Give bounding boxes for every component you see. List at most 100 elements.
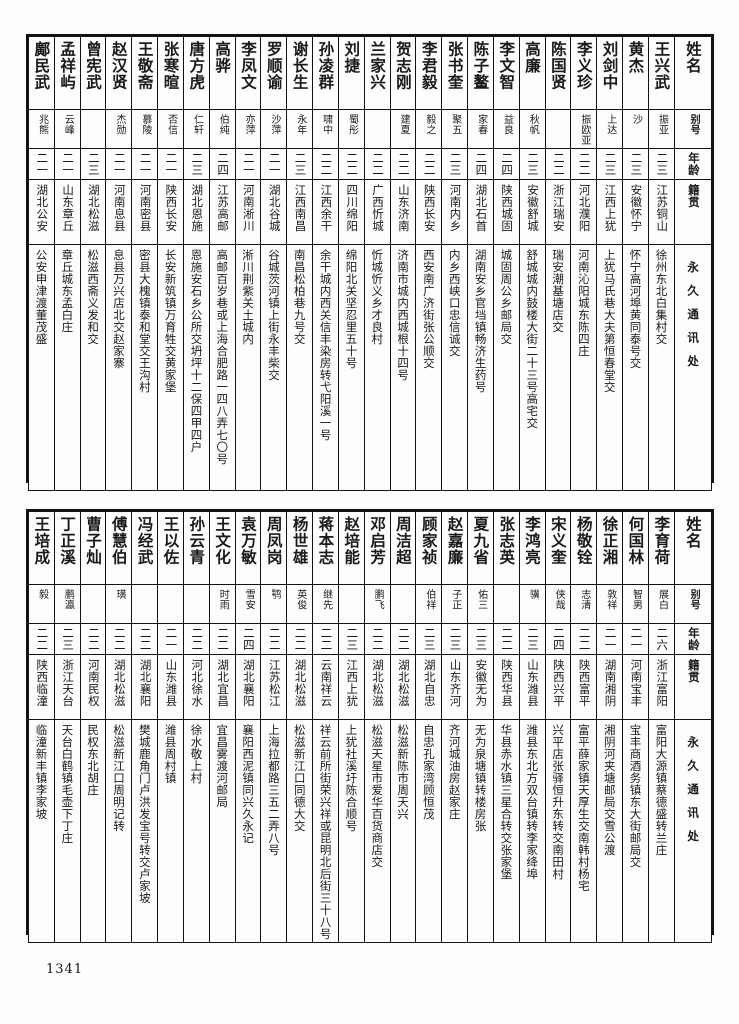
cell-address-text: 息县万兴店北交赵家寨 [111, 249, 126, 369]
cell-alias-text: 继先 [320, 589, 332, 610]
cell-address: 祥云前所街荣兴祥或昆明北后街三十八号 [312, 719, 339, 943]
cell-alias: 振欧亚 [570, 109, 598, 149]
cell-address-text: 恩施安石乡公所交坍坪十二保四甲四户 [189, 249, 204, 453]
cell-origin: 江西南昌 [286, 179, 314, 245]
cell-address: 西安南广济街张公顺交 [415, 244, 443, 491]
cell-address: 湘阴河夹塘邮局交雪公渡 [596, 719, 624, 943]
cell-alias: 子正 [441, 584, 469, 624]
cell-origin-text: 湖北松滋 [112, 659, 127, 707]
cell-address: 淅川荆紫关土城内 [234, 244, 262, 491]
cell-name-text: 丁正溪 [58, 516, 78, 566]
cell-origin-text: 湖北松滋 [86, 184, 101, 232]
cell-alias-text: 智男 [630, 589, 642, 610]
cell-name-text: 赵汉贤 [109, 41, 129, 91]
column-header-age-text: 年龄 [686, 627, 701, 651]
cell-origin-text: 山东章丘 [61, 184, 76, 232]
column-header-age: 年龄 [674, 623, 712, 655]
cell-origin-text: 湖北自忠 [422, 659, 437, 707]
cell-origin: 安徽怀宁 [622, 179, 649, 245]
cell-address-text: 忻城忻义乡才良村 [370, 249, 385, 345]
cell-alias-text: 鹗 [268, 589, 280, 600]
cell-address: 南昌松柏巷九号交 [286, 244, 314, 491]
cell-name: 黄杰 [622, 36, 649, 110]
cell-address-text: 祥云前所街荣兴祥或昆明北后街三十八号 [318, 724, 333, 940]
column-header-name-text: 姓名 [683, 516, 703, 549]
cell-age: 二一 [596, 623, 624, 655]
cell-age-text: 二三 [345, 627, 360, 651]
cell-origin: 湖北谷城 [260, 179, 288, 245]
cell-name: 王敬斋 [131, 36, 159, 110]
cell-origin: 湖北松滋 [286, 654, 314, 720]
cell-address: 天台白鹤镇毛壶下丁庄 [53, 719, 81, 943]
row-address: 临潼新丰镇李家坡 天台白鹤镇毛壶下丁庄 民权东北胡庄 松滋新江口周明记转 樊城鹿角门卢洪… [28, 719, 712, 943]
cell-origin-text: 山东潍县 [164, 659, 179, 707]
cell-name-text: 黄杰 [626, 41, 646, 74]
cell-origin: 浙江瑞安 [544, 179, 572, 245]
cell-address: 徐州东北白集村交 [647, 244, 676, 491]
cell-address-text: 天台白鹤镇毛壶下丁庄 [60, 724, 75, 844]
cell-name: 谢长生 [286, 36, 314, 110]
cell-origin-text: 湖北松滋 [293, 659, 308, 707]
cell-address-text: 松滋新陈市周天兴 [396, 724, 411, 820]
cell-origin: 湖北松滋 [105, 654, 133, 720]
cell-name: 赵培能 [337, 511, 365, 585]
cell-age-text: 二二 [319, 152, 334, 176]
cell-origin: 山东潍县 [157, 654, 184, 720]
cell-name-text: 杨敬铨 [574, 516, 594, 566]
page-number: 1341 [46, 962, 84, 977]
cell-address: 济南市城内西城根十四号 [389, 244, 417, 491]
cell-age-text: 二一 [164, 627, 179, 651]
cell-origin: 湖南湘阴 [596, 654, 624, 720]
cell-age-text: 二一 [138, 152, 153, 176]
cell-address-text: 密县大槐镇泰和堂交王沟村 [137, 249, 152, 393]
cell-age: 二二 [389, 148, 417, 180]
cell-origin: 河南内乡 [441, 179, 469, 245]
cell-name-text: 曾宪武 [83, 41, 103, 91]
cell-alias-text: 秋帆 [527, 114, 539, 135]
cell-name: 李育荷 [647, 511, 676, 585]
cell-age-text: 二二 [371, 627, 386, 651]
cell-origin-text: 江苏松江 [267, 659, 282, 707]
cell-origin: 陕西城固 [492, 179, 520, 245]
cell-alias: 鹏瀛 [53, 584, 81, 624]
cell-age-text: 二三 [190, 152, 205, 176]
cell-alias-text: 啸中 [320, 114, 332, 135]
cell-age: 二一 [157, 148, 184, 180]
cell-origin: 湖北襄阳 [131, 654, 159, 720]
cell-age: 二二 [260, 623, 288, 655]
cell-address-text: 襄阳西泥镇同兴久永记 [241, 724, 256, 844]
cell-origin-text: 河北徐水 [190, 659, 205, 707]
cell-address: 自忠孔家湾顾恒茂 [415, 719, 443, 943]
column-header-age: 年龄 [674, 148, 712, 180]
cell-age: 二一 [157, 623, 184, 655]
cell-name: 周凤岗 [260, 511, 288, 585]
cell-alias-text: 毅 [36, 589, 48, 600]
cell-address-text: 宝丰商酒务镇东大街邮局交 [628, 724, 643, 868]
cell-alias-text: 英俊 [294, 589, 306, 610]
cell-alias-text: 兆熊 [36, 114, 48, 135]
cell-origin: 湖北自忠 [415, 654, 443, 720]
cell-alias: 时雨 [208, 584, 236, 624]
cell-age-text: 二三 [526, 627, 540, 651]
cell-alias: 侠哉 [544, 584, 572, 624]
column-header-address: 永久通讯处 [674, 719, 712, 943]
cell-age: 二一 [260, 148, 288, 180]
cell-alias-text: 伯纯 [217, 114, 229, 135]
cell-alias-text: 亦萍 [243, 114, 255, 135]
cell-name-text: 孙云青 [187, 516, 207, 566]
cell-address-text: 瑞安潮基塘店交 [551, 249, 566, 333]
cell-age: 二四 [234, 623, 262, 655]
cell-address: 华县赤水镇三星合转交张家堡 [492, 719, 520, 943]
cell-name-text: 夏九省 [471, 516, 491, 566]
cell-name: 张书奎 [441, 36, 469, 110]
cell-alias-text: 建夏 [398, 114, 410, 135]
cell-origin: 江苏松江 [260, 654, 288, 720]
cell-address-text: 齐河城油房赵家庄 [447, 724, 462, 820]
cell-address-text: 湖南安乡官垱镇畅济生药号 [473, 249, 488, 393]
cell-address: 潍县东北方双台镇转李家绛埠 [518, 719, 546, 943]
cell-name-text: 谢长生 [290, 41, 310, 91]
cell-origin-text: 河南宝丰 [629, 659, 644, 707]
cell-origin-text: 湖北宜昌 [216, 659, 231, 707]
cell-alias: 啸中 [312, 109, 339, 149]
cell-address: 息县万兴店北交赵家寨 [105, 244, 133, 491]
